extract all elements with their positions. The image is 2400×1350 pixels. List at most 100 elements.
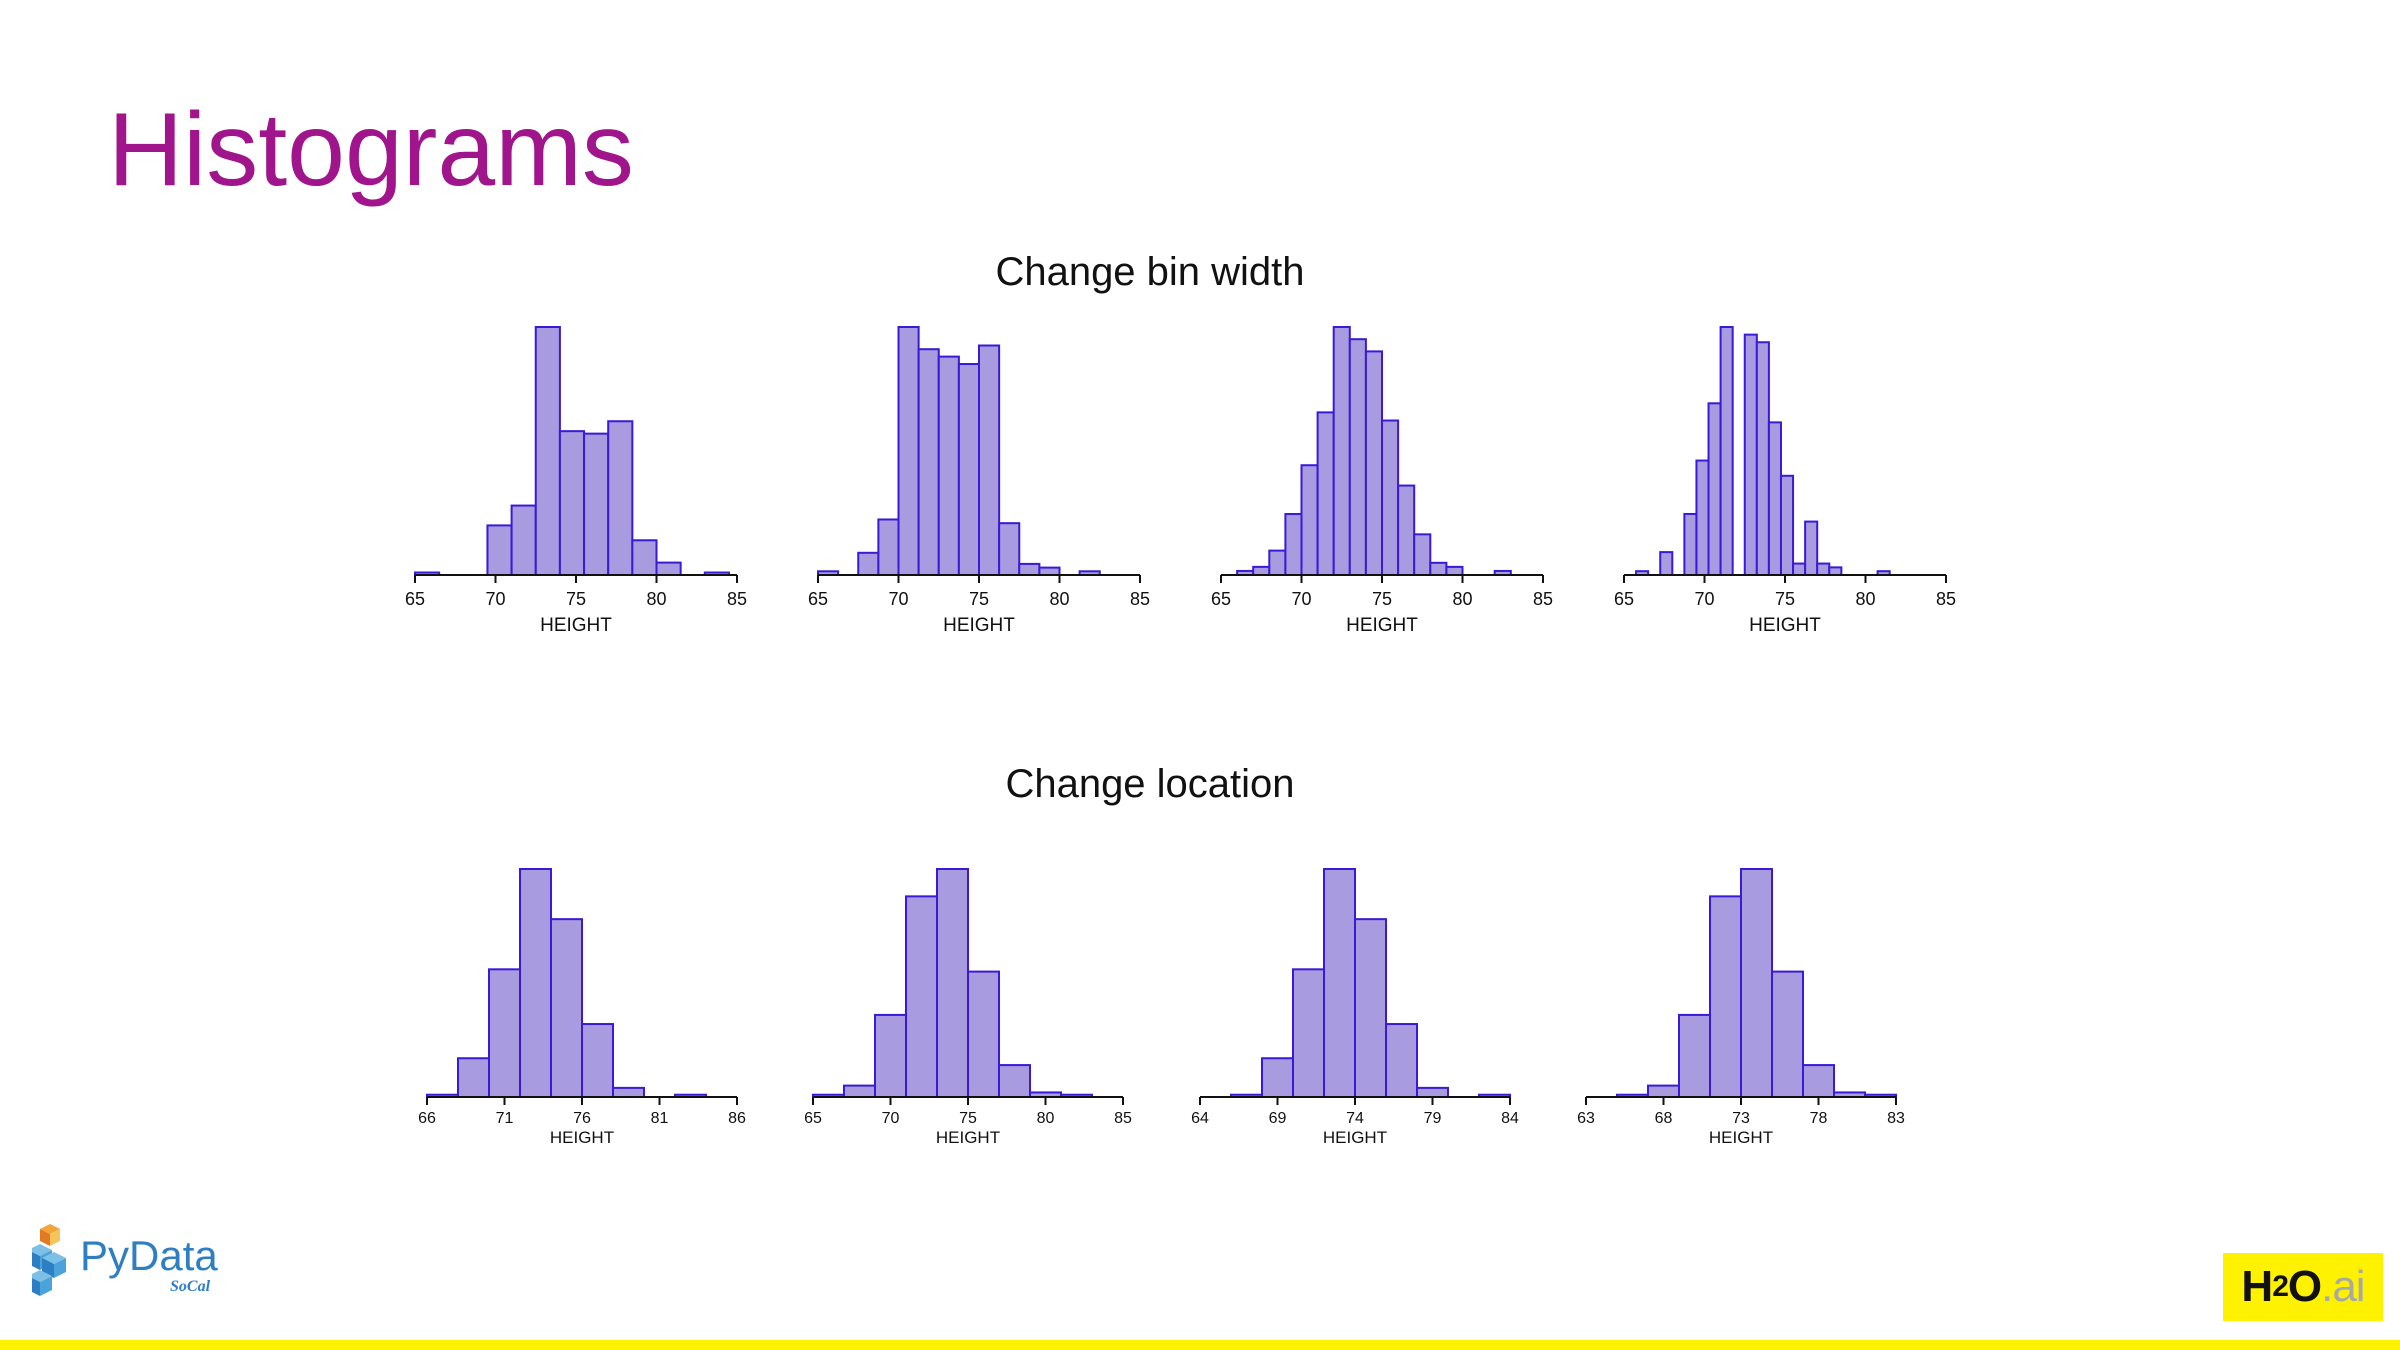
h2o-logo-ai: .ai (2321, 1262, 2365, 1311)
histogram-bar (607, 420, 634, 576)
histogram-bar (857, 551, 880, 577)
histogram-bar (905, 895, 938, 1098)
histogram-bar (1771, 970, 1804, 1098)
histogram-bar (1445, 565, 1464, 576)
histogram-bin-width-3: 65 70 75 80 85 HEIGHT (1211, 326, 1553, 636)
histogram-bar (1695, 459, 1710, 577)
x-tick-label: 84 (1501, 1110, 1519, 1127)
histogram-bar (1659, 551, 1674, 577)
histogram-bar (877, 518, 900, 577)
histogram-bar (1804, 520, 1819, 576)
x-axis-title: HEIGHT (1749, 615, 1821, 636)
slide-title: Histograms (108, 92, 634, 208)
x-tick-label: 85 (1114, 1110, 1132, 1127)
x-tick-label: 85 (1936, 589, 1956, 609)
histogram-bar (874, 1013, 907, 1098)
histogram-bar (1647, 1084, 1680, 1099)
x-tick-label: 75 (1372, 589, 1392, 609)
x-tick-label: 70 (888, 589, 908, 609)
histogram-bar (558, 430, 586, 576)
histogram-bin-width-1: 65 70 75 80 85 HEIGHT (405, 326, 747, 636)
histogram-bin-width-2: 65 70 75 80 85 HEIGHT (808, 326, 1150, 636)
x-tick-label: 80 (646, 589, 666, 609)
histogram-bar (1828, 566, 1843, 577)
x-axis-title: HEIGHT (936, 1128, 1000, 1147)
histogram-bar (1316, 411, 1335, 577)
histogram-bar (1767, 421, 1782, 576)
histogram-bar (1292, 968, 1325, 1098)
x-tick-label: 70 (882, 1110, 900, 1127)
histogram-bar (1284, 513, 1303, 576)
histogram-bar (550, 918, 583, 1098)
histogram-bar (1381, 419, 1400, 576)
x-tick-label: 76 (573, 1110, 591, 1127)
x-tick-label: 81 (651, 1110, 669, 1127)
x-tick-label: 70 (1694, 589, 1714, 609)
x-tick-label: 65 (405, 589, 425, 609)
x-tick-label: 75 (969, 589, 989, 609)
h2o-logo-h: H (2241, 1262, 2273, 1311)
x-axis-title: HEIGHT (1323, 1128, 1387, 1147)
histogram-bar (1416, 1086, 1449, 1099)
histogram-bar (1709, 895, 1742, 1098)
x-tick-label: 85 (727, 589, 747, 609)
histogram-bar (655, 561, 682, 577)
histogram-bar (1300, 464, 1319, 576)
histogram-bar (583, 432, 610, 576)
histogram-bar (1038, 566, 1061, 577)
histogram-location-4: 63 68 73 78 83 HEIGHT (1577, 868, 1905, 1147)
histogram-bar (1323, 868, 1356, 1098)
x-tick-label: 80 (1855, 589, 1875, 609)
section-title-bin-width: Change bin width (995, 250, 1305, 294)
pydata-logo: PyData SoCal (32, 1220, 222, 1300)
bottom-accent-bar (0, 1340, 2400, 1350)
x-tick-label: 66 (418, 1110, 436, 1127)
x-tick-label: 86 (728, 1110, 746, 1127)
x-tick-label: 85 (1533, 589, 1553, 609)
x-tick-label: 75 (959, 1110, 977, 1127)
pydata-cubes-icon (32, 1224, 66, 1296)
histogram-bar (612, 1086, 645, 1099)
histogram-location-1: 66 71 76 81 86 HEIGHT (418, 868, 746, 1147)
histogram-bar (1252, 565, 1271, 576)
histogram-bar (998, 522, 1021, 577)
h2o-logo-o: O (2287, 1262, 2322, 1311)
histogram-bar (897, 326, 920, 576)
pydata-logo-sub: SoCal (170, 1278, 211, 1295)
histogram-bar (1413, 533, 1432, 577)
x-tick-label: 70 (1291, 589, 1311, 609)
histogram-bar (937, 355, 960, 576)
x-tick-label: 65 (804, 1110, 822, 1127)
histogram-bar (998, 1064, 1031, 1099)
x-tick-label: 79 (1424, 1110, 1442, 1127)
histogram-bar (510, 504, 537, 576)
histogram-bar (936, 868, 969, 1098)
x-tick-label: 65 (1211, 589, 1231, 609)
histogram-bar (1354, 918, 1387, 1098)
histogram-bar (1332, 326, 1351, 576)
x-tick-label: 65 (1614, 589, 1634, 609)
x-axis-title: HEIGHT (1709, 1128, 1773, 1147)
histogram-location-3: 64 69 74 79 84 HEIGHT (1191, 868, 1519, 1147)
x-axis-title: HEIGHT (540, 615, 612, 636)
x-tick-label: 71 (496, 1110, 514, 1127)
histogram-bar (581, 1023, 614, 1098)
x-tick-label: 78 (1810, 1110, 1828, 1127)
x-tick-label: 80 (1049, 589, 1069, 609)
histogram-bar (1755, 341, 1770, 577)
x-axis-title: HEIGHT (943, 615, 1015, 636)
h2o-ai-logo: H 2 O .ai (2223, 1253, 2383, 1321)
histogram-bar (1018, 562, 1041, 577)
h2o-logo-two: 2 (2272, 1270, 2289, 1303)
histogram-bar (1802, 1064, 1835, 1099)
x-tick-label: 68 (1655, 1110, 1673, 1127)
histogram-bar (1792, 562, 1807, 577)
histogram-bar (1261, 1057, 1294, 1099)
x-axis-title: HEIGHT (1346, 615, 1418, 636)
histogram-location-2: 65 70 75 80 85 HEIGHT (804, 868, 1132, 1147)
x-tick-label: 80 (1452, 589, 1472, 609)
histogram-bar (519, 868, 552, 1098)
x-tick-label: 69 (1269, 1110, 1287, 1127)
x-tick-label: 75 (1775, 589, 1795, 609)
x-tick-label: 75 (566, 589, 586, 609)
